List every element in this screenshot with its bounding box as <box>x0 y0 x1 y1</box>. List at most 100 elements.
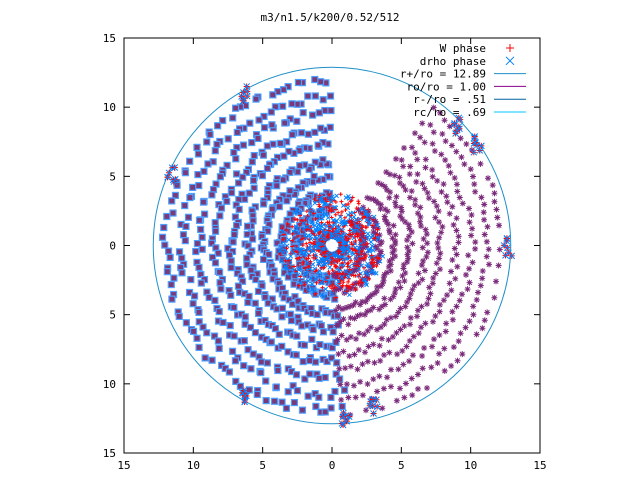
drho-phase-point <box>243 83 250 90</box>
drho-phase-point <box>315 241 321 246</box>
star-point <box>359 298 366 305</box>
w-phase-point <box>304 209 309 214</box>
star-point <box>454 357 461 364</box>
star-point <box>412 201 419 208</box>
w-phase-point <box>339 209 344 214</box>
star-point <box>405 248 412 255</box>
filled-square-point <box>201 354 209 362</box>
filled-square-point <box>164 247 173 255</box>
star-point <box>380 277 387 284</box>
drho-phase-point <box>342 417 350 425</box>
drho-phase-point <box>308 275 314 281</box>
drho-phase-point <box>332 229 338 235</box>
w-phase-point <box>290 232 295 237</box>
filled-square-point <box>198 245 206 253</box>
drho-phase-point <box>171 164 179 171</box>
star-point <box>458 154 465 161</box>
w-phase-point <box>333 285 338 290</box>
drho-phase-point <box>326 251 331 256</box>
star-point <box>377 357 384 364</box>
star-point <box>409 286 416 293</box>
filled-square-point <box>249 350 257 358</box>
drho-phase-point <box>356 245 362 251</box>
drho-phase-point <box>317 273 322 278</box>
drho-phase-point <box>316 261 321 267</box>
filled-square-point <box>205 293 213 302</box>
filled-square-point <box>326 92 335 100</box>
star-point <box>392 155 399 162</box>
filled-square-point <box>244 346 252 354</box>
star-point <box>377 324 384 331</box>
filled-square-point <box>268 121 276 129</box>
filled-square-point <box>250 151 258 160</box>
filled-square-point <box>246 323 255 332</box>
drho-phase-point <box>347 292 352 298</box>
star-point <box>485 246 492 253</box>
star-point <box>458 291 465 298</box>
filled-square-point <box>235 205 243 213</box>
drho-phase-point <box>373 270 379 276</box>
star-point <box>414 385 421 392</box>
filled-square-point <box>298 406 307 414</box>
drho-phase-point <box>306 206 312 211</box>
star-point <box>400 361 407 368</box>
filled-square-point <box>211 296 219 305</box>
filled-square-point <box>243 254 251 262</box>
star-point <box>378 335 385 342</box>
w-phase-point <box>290 224 295 229</box>
star-point <box>360 256 367 263</box>
drho-phase-point <box>318 256 324 262</box>
star-point <box>441 367 448 374</box>
star-point <box>432 214 439 221</box>
star-point <box>439 130 446 137</box>
star-point <box>400 261 407 268</box>
star-point <box>406 358 413 365</box>
star-point <box>495 262 502 269</box>
star-point <box>347 363 354 370</box>
star-point <box>430 104 437 111</box>
star-point <box>376 373 383 380</box>
filled-square-point <box>263 164 272 172</box>
filled-square-point <box>270 397 279 405</box>
filled-square-point <box>283 197 291 205</box>
w-phase-point <box>350 246 355 251</box>
star-point <box>377 205 384 212</box>
y-tick-label: 10 <box>103 101 116 114</box>
w-phase-point <box>356 199 361 204</box>
filled-square-point <box>315 374 323 382</box>
drho-phase-point <box>305 287 311 293</box>
star-point <box>357 301 364 308</box>
w-phase-point <box>353 248 358 253</box>
w-phase-point <box>330 283 335 288</box>
filled-square-point <box>181 169 190 177</box>
star-point <box>380 385 387 392</box>
star-point <box>418 262 425 269</box>
star-point <box>436 255 443 262</box>
w-phase-point <box>312 240 317 245</box>
star-point <box>434 177 441 184</box>
star-point <box>337 381 344 388</box>
star-point <box>453 215 460 222</box>
w-phase-point <box>297 255 302 260</box>
w-phase-point <box>327 284 332 289</box>
filled-square-point <box>294 78 303 87</box>
star-point <box>393 397 400 404</box>
star-point <box>387 261 394 268</box>
w-phase-point <box>370 223 375 228</box>
w-phase-point <box>358 237 363 242</box>
legend-label: W phase <box>440 42 486 55</box>
star-point <box>360 238 367 245</box>
drho-phase-point <box>304 224 310 230</box>
star-point <box>453 251 460 258</box>
w-phase-point <box>357 272 362 277</box>
filled-square-point <box>301 375 309 383</box>
filled-square-point <box>248 158 256 166</box>
w-phase-point <box>361 231 366 236</box>
drho-phase-point <box>312 223 318 228</box>
drho-phase-point <box>325 215 331 221</box>
filled-square-point <box>254 134 262 143</box>
w-phase-point <box>301 260 306 265</box>
drho-phase-point <box>322 202 328 207</box>
filled-square-point <box>311 158 319 166</box>
